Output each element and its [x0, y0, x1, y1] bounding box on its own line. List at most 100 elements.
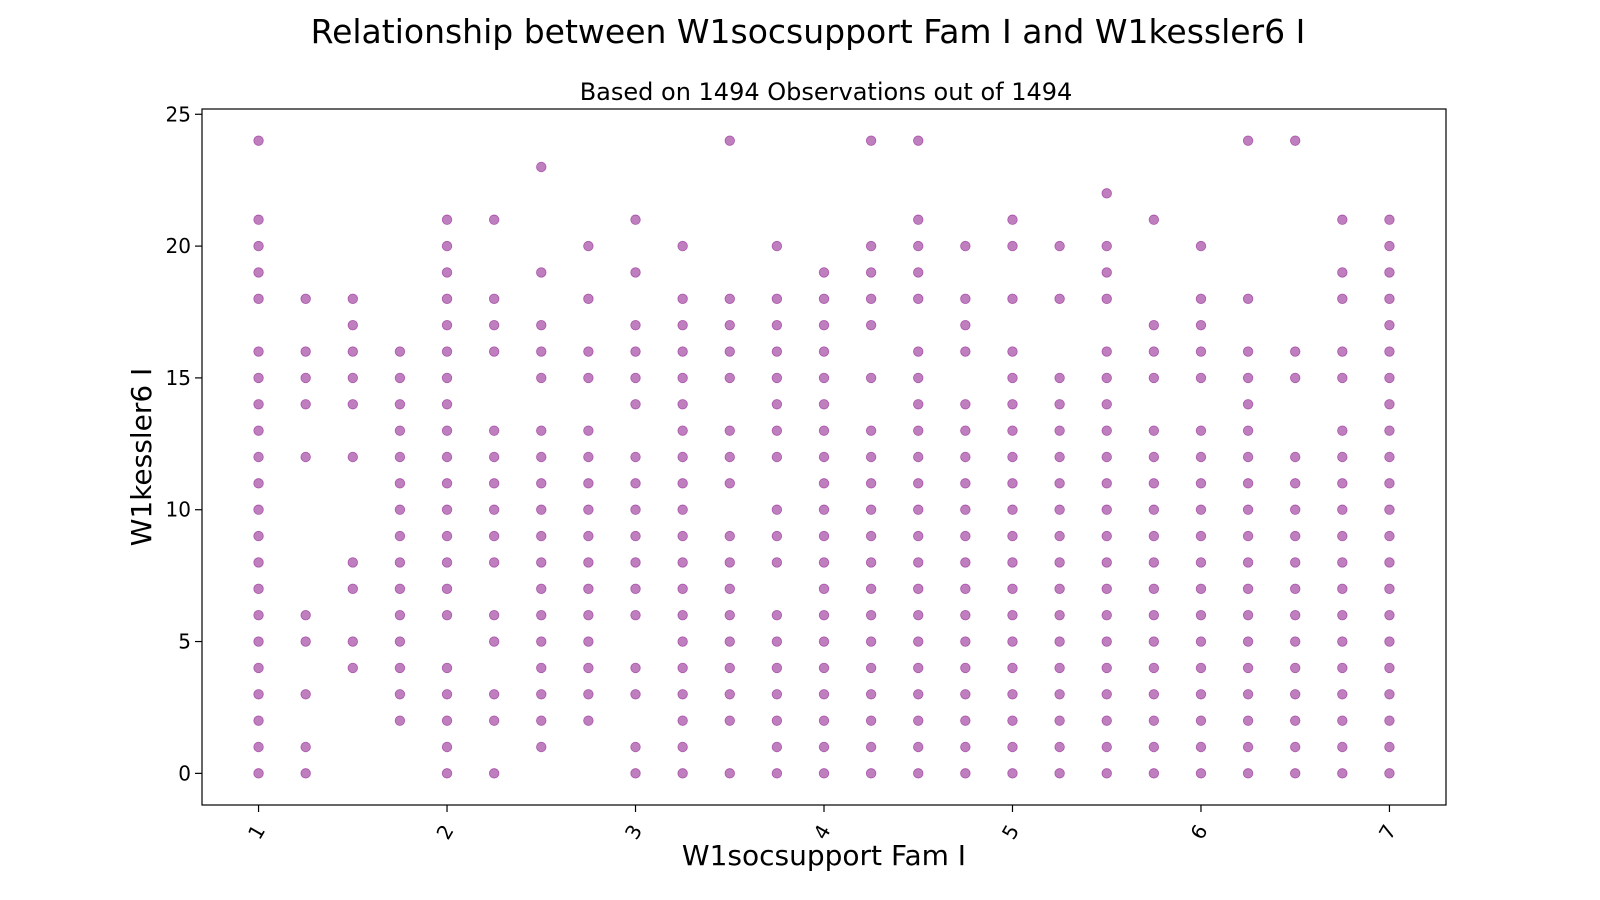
data-point [1054, 478, 1065, 489]
data-point [347, 293, 358, 305]
data-point [913, 267, 924, 278]
data-point [253, 214, 264, 225]
data-point [771, 372, 783, 384]
data-point [1007, 346, 1018, 357]
data-point [536, 530, 547, 542]
data-point [1384, 399, 1395, 410]
data-point [724, 530, 735, 542]
data-point [771, 293, 783, 305]
data-point [1007, 372, 1018, 384]
data-point [1054, 557, 1065, 568]
data-point [253, 557, 264, 568]
data-point [1148, 346, 1160, 357]
data-point [347, 662, 358, 674]
data-point [1290, 135, 1301, 146]
data-point [865, 583, 877, 595]
data-point [1337, 346, 1348, 357]
data-point [1054, 425, 1065, 436]
data-point [677, 530, 688, 542]
data-point [630, 319, 641, 331]
data-point [818, 689, 830, 700]
data-point [1148, 478, 1160, 489]
data-point [488, 530, 500, 542]
data-point [583, 504, 594, 515]
data-point [1054, 689, 1065, 700]
data-point [1195, 372, 1207, 384]
data-point [630, 504, 641, 515]
data-point [1007, 662, 1018, 674]
data-point [771, 741, 783, 753]
data-point [1101, 504, 1112, 515]
data-point [771, 451, 783, 463]
data-point [1054, 715, 1065, 726]
data-point [1384, 346, 1395, 357]
data-point [300, 293, 311, 305]
data-point [253, 504, 264, 515]
data-point [1148, 583, 1160, 595]
data-point [724, 689, 735, 700]
y-tick-label: 0 [178, 761, 191, 785]
data-point [536, 425, 547, 436]
data-point [771, 240, 783, 252]
data-point [1195, 451, 1207, 463]
data-point [253, 662, 264, 674]
data-point [536, 319, 547, 331]
data-point [771, 636, 783, 647]
data-point [630, 451, 641, 463]
data-point [1195, 609, 1207, 621]
data-point [960, 557, 971, 568]
data-point [347, 583, 358, 595]
data-point [1384, 636, 1395, 647]
data-point [583, 689, 594, 700]
x-tick-label: 1 [243, 820, 270, 843]
data-point [677, 504, 688, 515]
data-point [253, 715, 264, 726]
data-point [818, 267, 830, 278]
data-point [865, 319, 877, 331]
data-point [1148, 636, 1160, 647]
data-point [253, 372, 264, 384]
data-point [253, 399, 264, 410]
data-point [583, 240, 594, 252]
data-point [1195, 240, 1207, 252]
data-point [441, 214, 453, 225]
data-point [1101, 715, 1112, 726]
data-point [1101, 609, 1112, 621]
data-point [1195, 504, 1207, 515]
data-point [347, 557, 358, 568]
data-point [677, 319, 688, 331]
data-point [1101, 425, 1112, 436]
data-point [1101, 768, 1112, 779]
data-point [1337, 372, 1348, 384]
data-point [1148, 662, 1160, 674]
data-point [1195, 478, 1207, 489]
data-point [441, 293, 453, 305]
data-point [1195, 636, 1207, 647]
data-point [960, 425, 971, 436]
data-point [1242, 478, 1254, 489]
data-point [913, 399, 924, 410]
data-point [1384, 530, 1395, 542]
data-point [300, 451, 311, 463]
data-point [1290, 583, 1301, 595]
data-point [1054, 451, 1065, 463]
chart-subtitle: Based on 1494 Observations out of 1494 [580, 78, 1073, 106]
data-point [724, 478, 735, 489]
data-point [1384, 240, 1395, 252]
data-point [441, 741, 453, 753]
data-point [488, 689, 500, 700]
data-point [1384, 583, 1395, 595]
data-point [630, 478, 641, 489]
data-point [1242, 741, 1254, 753]
data-point [394, 372, 406, 384]
data-point [1007, 504, 1018, 515]
data-point [1384, 372, 1395, 384]
data-point [724, 636, 735, 647]
data-point [818, 425, 830, 436]
y-tick-label: 5 [178, 630, 191, 654]
data-point [677, 741, 688, 753]
data-point [253, 530, 264, 542]
data-point [1384, 662, 1395, 674]
data-point [300, 741, 311, 753]
data-point [818, 451, 830, 463]
